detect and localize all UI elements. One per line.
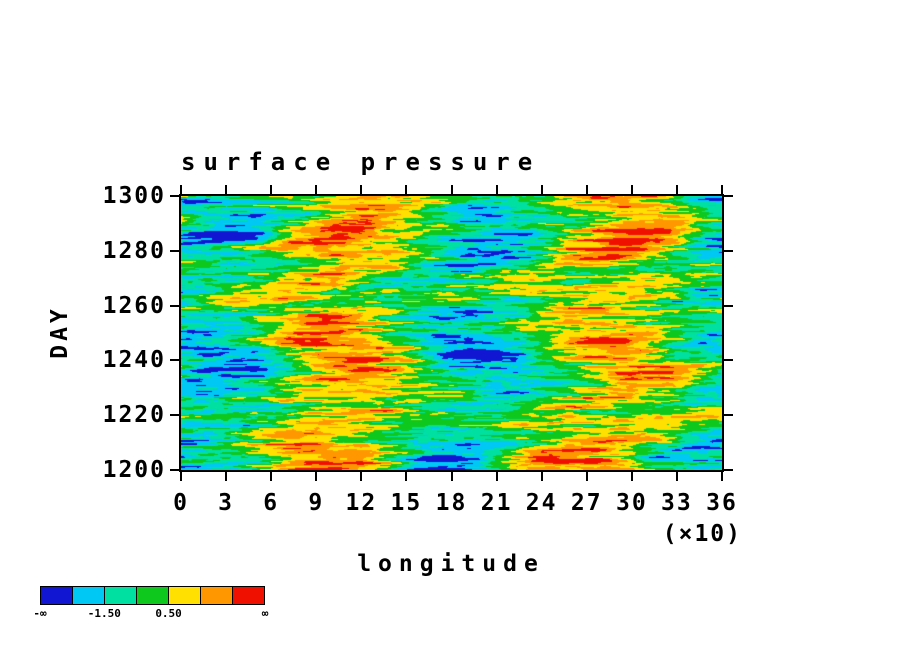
y-tick-label: 1220 <box>102 402 166 429</box>
y-tick-label: 1240 <box>102 347 166 374</box>
x-tick-top <box>630 185 633 194</box>
x-tick-label: 0 <box>173 490 189 516</box>
x-tick-label: 30 <box>615 490 648 516</box>
x-tick-top <box>405 185 408 194</box>
x-tick-bottom <box>630 472 633 481</box>
x-tick-label: 24 <box>525 490 558 516</box>
y-tick-right <box>724 195 733 197</box>
x-tick-label: 21 <box>480 490 513 516</box>
x-tick-label: 6 <box>263 490 280 516</box>
y-tick-left <box>170 469 179 471</box>
x-tick-top <box>585 185 588 194</box>
colorbar-cell <box>136 586 169 605</box>
x-tick-top <box>495 185 498 194</box>
plot-frame <box>179 194 724 472</box>
x-tick-label: 9 <box>308 490 325 516</box>
y-tick-left <box>170 195 179 197</box>
x-tick-label: 15 <box>390 490 423 516</box>
x-tick-top <box>450 185 453 194</box>
x-tick-top <box>540 185 543 194</box>
colorbar-cell <box>40 586 73 605</box>
colorbar-tick-label: -1.50 <box>87 607 121 620</box>
colorbar <box>40 586 265 605</box>
y-tick-right <box>724 304 733 307</box>
y-tick-label: 1280 <box>102 237 166 264</box>
x-tick-bottom <box>675 472 678 481</box>
x-tick-bottom <box>450 472 453 481</box>
x-tick-bottom <box>270 472 273 481</box>
colorbar-cell <box>72 586 105 605</box>
y-tick-left <box>170 359 179 362</box>
x-tick-top <box>225 185 228 194</box>
x-tick-label: 3 <box>218 490 234 516</box>
x-tick-bottom <box>585 472 588 481</box>
x-tick-bottom <box>315 472 318 481</box>
x-tick-bottom <box>405 472 408 481</box>
x-axis-label: longitude <box>357 551 545 577</box>
chart-title: surface pressure <box>181 148 541 176</box>
x-tick-top <box>315 185 318 194</box>
x-tick-label: 27 <box>570 490 603 516</box>
colorbar-tick-label: 0.50 <box>155 607 182 620</box>
x-tick-bottom <box>495 472 498 481</box>
x-axis-scale-note: (×10) <box>662 521 742 547</box>
colorbar-tick-label: ∞ <box>261 607 269 620</box>
x-tick-top <box>675 185 678 194</box>
x-tick-bottom <box>721 472 723 481</box>
y-tick-right <box>724 249 733 252</box>
x-tick-bottom <box>540 472 543 481</box>
y-tick-left <box>170 249 179 252</box>
x-tick-top <box>360 185 363 194</box>
x-tick-bottom <box>360 472 363 481</box>
y-tick-right <box>724 359 733 362</box>
colorbar-cell <box>168 586 201 605</box>
y-tick-right <box>724 414 733 417</box>
x-tick-label: 18 <box>435 490 468 516</box>
colorbar-cell <box>232 586 265 605</box>
colorbar-cell <box>104 586 137 605</box>
y-tick-label: 1260 <box>102 292 166 319</box>
x-tick-label: 33 <box>661 490 693 516</box>
colorbar-tick-label: -∞ <box>33 607 47 620</box>
x-tick-top <box>270 185 273 194</box>
y-axis-label: DAY <box>47 305 73 359</box>
y-tick-right <box>724 469 733 471</box>
y-tick-left <box>170 414 179 417</box>
x-tick-bottom <box>225 472 228 481</box>
x-tick-bottom <box>180 472 182 481</box>
x-tick-top <box>721 185 723 194</box>
colorbar-cell <box>200 586 233 605</box>
x-tick-top <box>180 185 182 194</box>
y-tick-left <box>170 304 179 307</box>
x-tick-label: 36 <box>706 490 738 516</box>
heatmap-canvas <box>181 196 722 470</box>
x-tick-label: 12 <box>345 490 378 516</box>
y-tick-label: 1200 <box>102 457 166 483</box>
y-tick-label: 1300 <box>102 183 166 209</box>
